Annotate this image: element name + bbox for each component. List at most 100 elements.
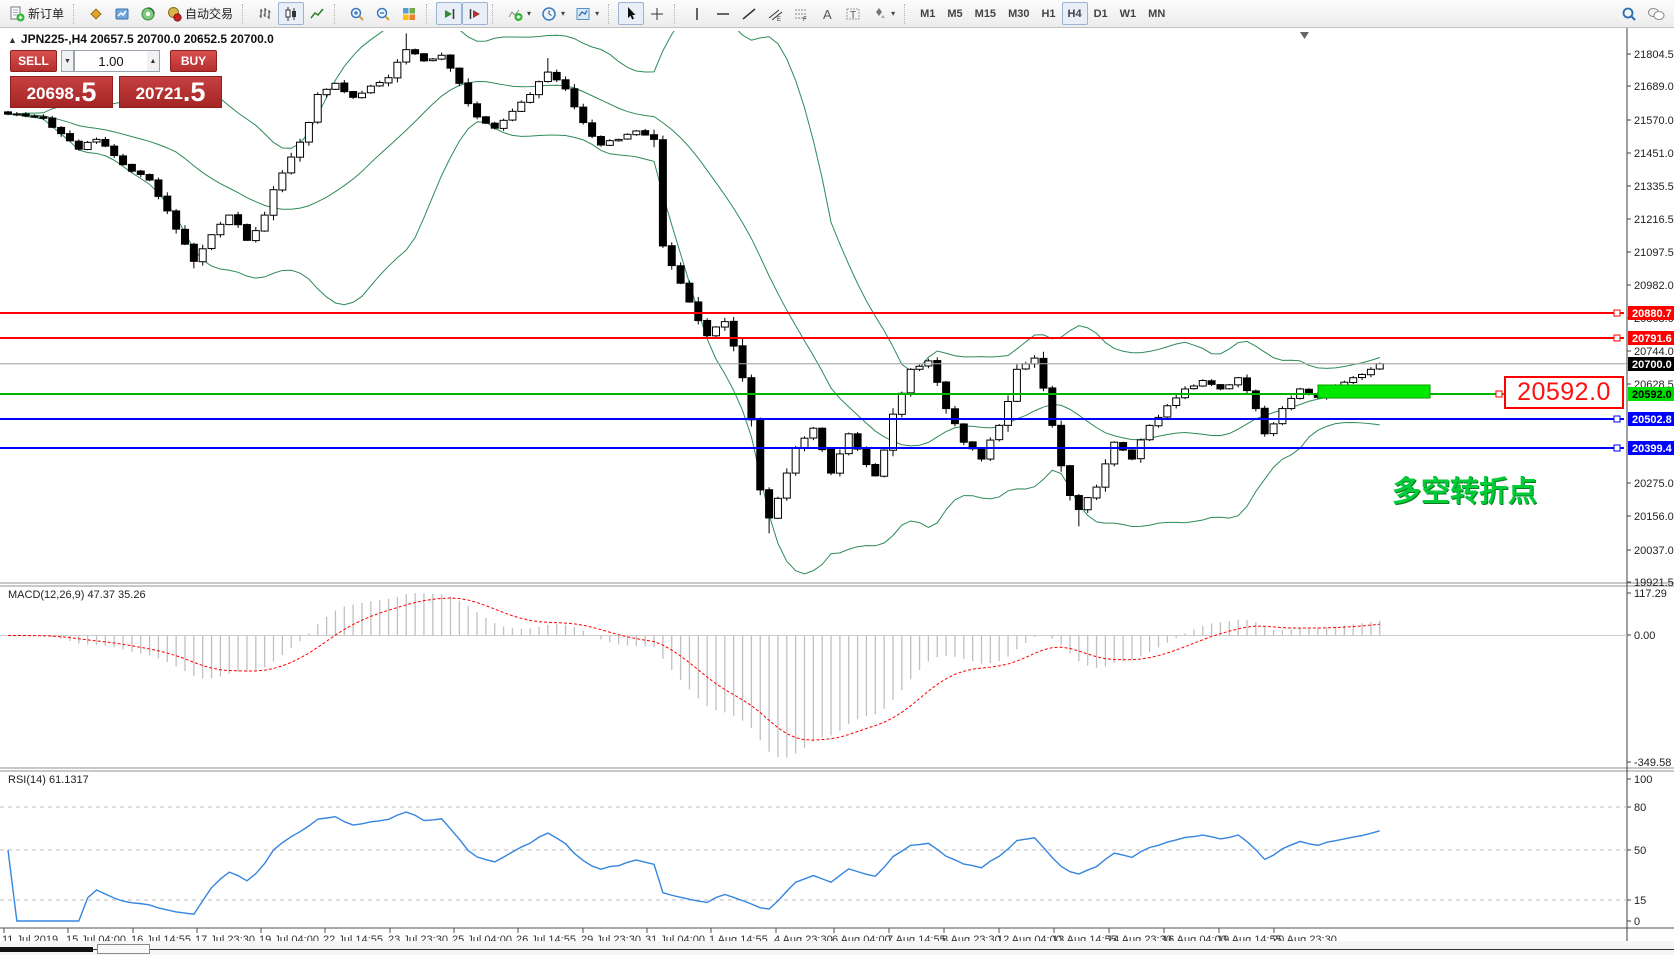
- crosshair-button[interactable]: [644, 2, 670, 25]
- toolbar-separator: [426, 3, 433, 24]
- trendline-button[interactable]: [736, 2, 762, 25]
- chart-title: ▲ JPN225-,H4 20657.5 20700.0 20652.5 2070…: [8, 32, 274, 46]
- scrollbar-box[interactable]: [97, 944, 150, 954]
- timeframe-button-H4[interactable]: H4: [1061, 2, 1088, 25]
- rsi-line: [7, 811, 1380, 922]
- svg-text:50: 50: [1634, 845, 1646, 857]
- price-level-text-object[interactable]: 20592.0: [1504, 376, 1624, 409]
- toolbar-separator: [904, 3, 911, 24]
- trendline-icon: [742, 7, 756, 20]
- macd-histogram: [0, 593, 1627, 758]
- search-button[interactable]: [1616, 2, 1642, 25]
- svg-text:A: A: [823, 7, 832, 22]
- line-handle[interactable]: [1613, 444, 1621, 452]
- vertical-line-button[interactable]: [684, 2, 710, 25]
- toolbar: 新订单 自动交易 ▾ ▾ ▾ E F A T ▾ M1 M5 M15 M30 H1 H4 D1 W1 MN: [0, 0, 1674, 28]
- toolbar-separator: [674, 3, 681, 24]
- svg-text:0: 0: [1634, 916, 1640, 928]
- timeframe-button-H1[interactable]: H1: [1041, 7, 1056, 20]
- new-order-button[interactable]: 新订单: [4, 2, 69, 25]
- line-handle[interactable]: [1613, 309, 1621, 317]
- label-button[interactable]: T: [840, 2, 866, 25]
- line-icon: [310, 8, 324, 18]
- profiles-icon: [115, 8, 129, 19]
- line-chart-button[interactable]: [304, 2, 330, 25]
- data-feed-icon: [141, 6, 155, 20]
- zoom-out-icon: [376, 7, 390, 21]
- zoom-out-button[interactable]: [370, 2, 396, 25]
- shapes-button[interactable]: ▾: [866, 2, 900, 25]
- fibonacci-button[interactable]: F: [788, 2, 814, 25]
- volume-decrease-button[interactable]: ▼: [61, 50, 74, 72]
- collapse-chart-toggle[interactable]: ▲: [8, 35, 17, 45]
- svg-text:21570.0: 21570.0: [1634, 115, 1674, 127]
- label-icon: T: [846, 8, 860, 21]
- chart-shift-button[interactable]: [462, 2, 489, 25]
- timeframe-button-W1[interactable]: W1: [1119, 7, 1137, 20]
- timeframe-button-D1[interactable]: D1: [1093, 7, 1108, 20]
- line-handle[interactable]: [1613, 334, 1621, 342]
- text-object-handle[interactable]: [1495, 390, 1503, 398]
- profiles-button[interactable]: [109, 2, 135, 25]
- zoom-in-icon: [350, 7, 364, 21]
- symbol-ohlc-text: JPN225-,H4 20657.5 20700.0 20652.5 20700…: [20, 32, 274, 46]
- auto-scroll-button[interactable]: [436, 2, 463, 25]
- horizontal-level-lines[interactable]: [0, 309, 1624, 452]
- timeframe-button-M30[interactable]: M30: [1008, 7, 1030, 20]
- bollinger-bands: [7, 31, 1380, 575]
- svg-text:-349.58: -349.58: [1634, 757, 1671, 769]
- autoscroll-icon: [445, 8, 455, 19]
- timeframe-button-M5[interactable]: M5: [947, 7, 963, 20]
- autotrading-button[interactable]: 自动交易: [161, 2, 238, 25]
- template-icon: [576, 7, 590, 20]
- highlight-rectangle-object[interactable]: [1317, 384, 1431, 399]
- buy-price-display[interactable]: 20721.5: [119, 76, 222, 108]
- macd-signal-line: [7, 597, 1380, 741]
- crosshair-icon: [651, 7, 664, 20]
- volume-input[interactable]: [74, 50, 147, 72]
- hline-icon: [717, 12, 730, 15]
- shift-icon: [469, 8, 481, 19]
- sell-button[interactable]: SELL: [10, 50, 57, 72]
- timeframe-button-MN[interactable]: MN: [1148, 7, 1166, 20]
- line-handle[interactable]: [1613, 415, 1621, 423]
- new-chart-button[interactable]: [83, 2, 109, 25]
- svg-text:20037.0: 20037.0: [1634, 545, 1674, 557]
- vline-icon: [696, 7, 698, 20]
- scrollbar-thumb[interactable]: [0, 947, 93, 952]
- timeframe-button-M15[interactable]: M15: [974, 7, 997, 20]
- candles-icon: [285, 6, 297, 21]
- svg-text:F: F: [803, 17, 807, 22]
- svg-text:E: E: [777, 17, 781, 22]
- timeframe-button-M1[interactable]: M1: [920, 7, 936, 20]
- periods-button[interactable]: ▾: [536, 2, 570, 25]
- annotation-text-object[interactable]: 多空转折点: [1392, 476, 1538, 508]
- scrollbar-track[interactable]: [0, 949, 1674, 950]
- horizontal-line-button[interactable]: [710, 2, 736, 25]
- shapes-icon: [876, 7, 886, 18]
- zoom-in-button[interactable]: [344, 2, 370, 25]
- chart-canvas: 21804.5 21689.0 21570.0 21451.0 21335.5 21216…: [0, 28, 1674, 946]
- indicators-button[interactable]: ▾: [502, 2, 536, 25]
- buy-button[interactable]: BUY: [170, 50, 217, 72]
- tile-icon: [403, 7, 416, 20]
- svg-text:21335.5: 21335.5: [1634, 181, 1674, 193]
- rsi-indicator-label: RSI(14) 61.1317: [8, 774, 89, 786]
- candlestick-button[interactable]: [278, 2, 305, 25]
- cursor-button[interactable]: [618, 2, 645, 25]
- tile-windows-button[interactable]: [396, 2, 422, 25]
- svg-text:15: 15: [1634, 895, 1646, 907]
- cursor-icon: [628, 6, 636, 19]
- bar-chart-button[interactable]: [252, 2, 278, 25]
- channel-button[interactable]: E: [762, 2, 788, 25]
- price-badge: 20399.4: [1632, 443, 1673, 455]
- horizontal-scrollbar: [0, 941, 1674, 955]
- data-feed-button[interactable]: [135, 2, 161, 25]
- chat-button[interactable]: [1642, 2, 1670, 25]
- sell-price-display[interactable]: 20698.5: [10, 76, 113, 108]
- chat-icon: [1648, 7, 1665, 20]
- volume-increase-button[interactable]: ▲: [147, 50, 160, 72]
- templates-button[interactable]: ▾: [570, 2, 604, 25]
- text-button[interactable]: A: [814, 2, 840, 25]
